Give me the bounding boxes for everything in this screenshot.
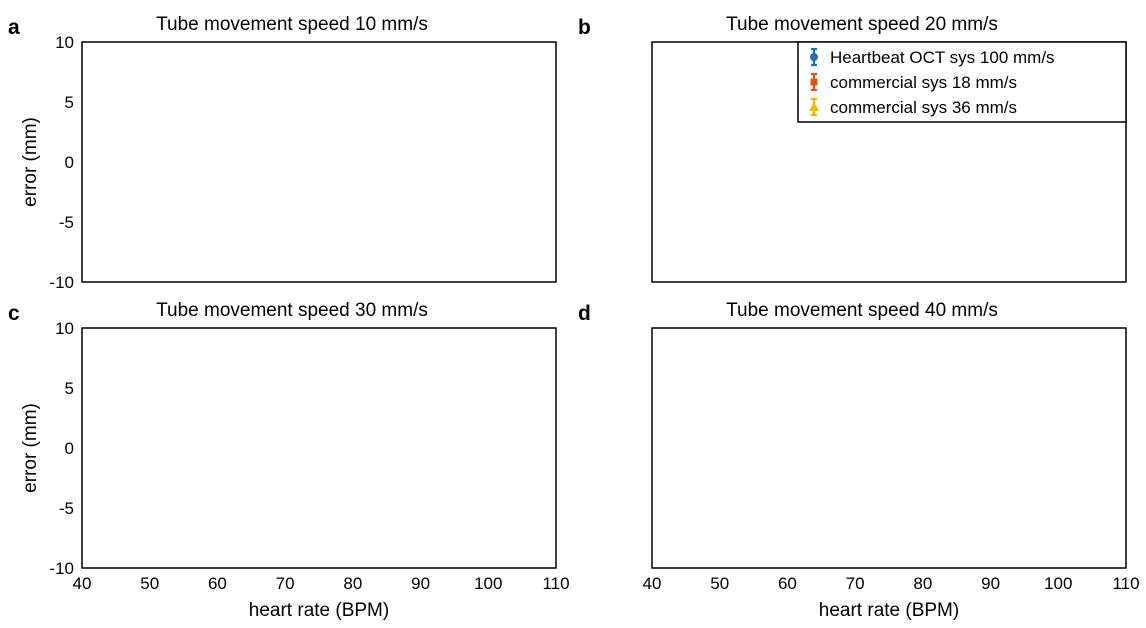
legend-box [797, 41, 1127, 123]
y-tick-label: -10 [49, 273, 74, 292]
panel-title: Tube movement speed 20 mm/s [726, 14, 998, 35]
y-tick-label: -5 [59, 213, 74, 232]
legend-swatch [810, 47, 818, 67]
legend-swatch [810, 72, 818, 92]
x-tick-label: 90 [981, 574, 1000, 593]
panel-letter: b [578, 16, 591, 39]
x-tick-label: 80 [343, 574, 362, 593]
x-tick-label: 40 [73, 574, 92, 593]
x-tick-label: 100 [1044, 574, 1072, 593]
y-tick-label: 10 [55, 319, 74, 338]
y-axis-label: error (mm) [20, 117, 41, 207]
y-tick-label: 5 [65, 93, 74, 112]
y-tick-label: -10 [49, 559, 74, 578]
y-axis-label: error (mm) [20, 403, 41, 493]
x-tick-label: 70 [846, 574, 865, 593]
x-tick-label: 90 [411, 574, 430, 593]
x-tick-label: 80 [913, 574, 932, 593]
x-tick-label: 40 [643, 574, 662, 593]
x-tick-label: 50 [140, 574, 159, 593]
legend-entry: Heartbeat OCT sys 100 mm/s [830, 48, 1055, 67]
panel-title: Tube movement speed 40 mm/s [726, 300, 998, 321]
x-tick-label: 110 [1112, 574, 1139, 593]
x-axis-label: heart rate (BPM) [819, 600, 959, 621]
x-tick-label: 100 [474, 574, 502, 593]
y-tick-label: 10 [55, 33, 74, 52]
plot-frame [651, 327, 1127, 569]
legend-entry: commercial sys 36 mm/s [830, 98, 1017, 117]
legend-entry: commercial sys 18 mm/s [830, 73, 1017, 92]
panel-b: Tube movement speed 20 mm/s b Heartbeat OC… [578, 14, 1127, 283]
legend: Heartbeat OCT sys 100 mm/s commercial sys… [797, 41, 1127, 123]
panel-d: 40 50 60 70 80 90 100 110 heart rate (BPM) Tube m… [578, 300, 1140, 621]
y-tick-label: 0 [65, 439, 74, 458]
y-tick-label: 5 [65, 379, 74, 398]
x-axis-label: heart rate (BPM) [249, 600, 389, 621]
x-tick-label: 110 [542, 574, 569, 593]
y-tick-label: 0 [65, 153, 74, 172]
x-tick-label: 60 [208, 574, 227, 593]
panel-title: Tube movement speed 30 mm/s [156, 300, 428, 321]
y-tick-label: -5 [59, 499, 74, 518]
panel-letter: c [8, 302, 20, 325]
plot-frame [81, 41, 557, 283]
panel-letter: a [8, 16, 20, 39]
panel-letter: d [578, 302, 591, 325]
plot-frame [81, 327, 557, 569]
x-tick-label: 60 [778, 574, 797, 593]
x-tick-label: 70 [276, 574, 295, 593]
legend-swatch [809, 97, 819, 117]
x-tick-label: 50 [710, 574, 729, 593]
panel-a: 10 5 0 -5 -10 error (mm) Tube movement speed 1… [8, 14, 557, 292]
panel-title: Tube movement speed 10 mm/s [156, 14, 428, 35]
